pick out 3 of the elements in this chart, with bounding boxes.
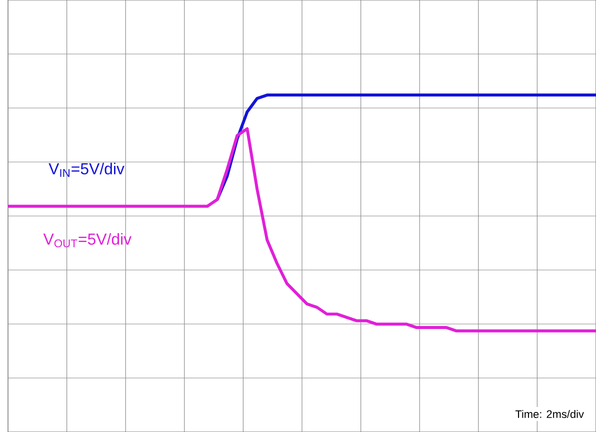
- text: V$_{IN}$=5V/div: [48, 162, 124, 177]
- series-label: V$_{OUT}$=5V/div: [43, 233, 132, 248]
- annotation: Time: 2ms/div: [515, 410, 584, 418]
